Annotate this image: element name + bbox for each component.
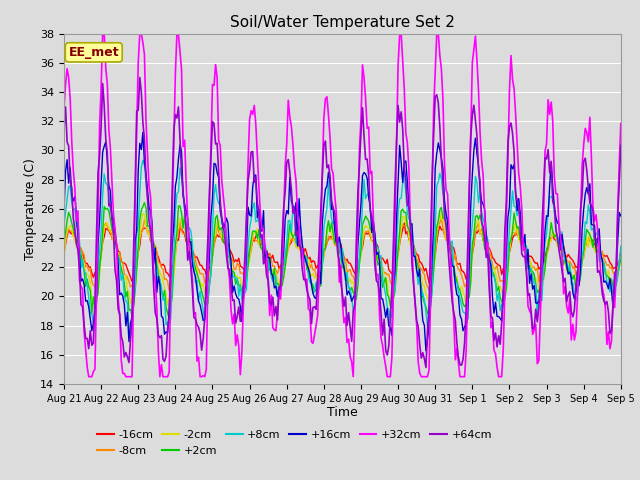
+64cm (136, 74, 143, 80)
-8cm (617, 256, 625, 262)
+32cm (617, 120, 625, 126)
+2cm (380, 278, 388, 284)
Y-axis label: Temperature (C): Temperature (C) (24, 158, 37, 260)
+8cm (399, 180, 406, 186)
+32cm (399, 58, 406, 64)
-16cm (425, 280, 433, 286)
Line: +16cm: +16cm (64, 132, 621, 351)
+8cm (60, 222, 68, 228)
+16cm (165, 307, 173, 313)
-16cm (401, 220, 408, 226)
+8cm (76, 238, 83, 244)
-8cm (60, 246, 68, 252)
+8cm (380, 284, 388, 290)
+2cm (412, 254, 419, 260)
-8cm (410, 247, 417, 252)
+64cm (397, 109, 405, 115)
-16cm (76, 244, 83, 250)
+64cm (76, 265, 83, 271)
+32cm (85, 374, 93, 380)
-2cm (552, 232, 559, 238)
+64cm (165, 315, 173, 321)
+32cm (412, 301, 419, 307)
-2cm (165, 296, 173, 301)
+16cm (397, 159, 405, 165)
-16cm (60, 249, 68, 254)
+64cm (60, 126, 68, 132)
Line: +64cm: +64cm (64, 77, 621, 367)
+32cm (167, 281, 175, 287)
+8cm (139, 157, 147, 163)
+64cm (617, 143, 625, 148)
-16cm (410, 242, 417, 248)
Line: +2cm: +2cm (64, 203, 621, 319)
+16cm (410, 253, 417, 259)
+2cm (141, 200, 148, 205)
Line: +8cm: +8cm (64, 160, 621, 336)
+2cm (399, 206, 406, 212)
-8cm (397, 225, 405, 230)
+2cm (617, 256, 625, 262)
+16cm (617, 213, 625, 219)
Legend: -16cm, -8cm, -2cm, +2cm, +8cm, +16cm, +32cm, +64cm: -16cm, -8cm, -2cm, +2cm, +8cm, +16cm, +3… (97, 430, 492, 456)
-2cm (60, 257, 68, 263)
-2cm (164, 302, 172, 308)
+2cm (167, 304, 175, 310)
Line: -8cm: -8cm (64, 218, 621, 291)
+2cm (552, 232, 559, 238)
+8cm (412, 255, 419, 261)
Text: EE_met: EE_met (68, 46, 119, 59)
+64cm (552, 227, 559, 233)
-16cm (377, 255, 385, 261)
+16cm (379, 296, 387, 302)
+8cm (617, 243, 625, 249)
+32cm (552, 191, 559, 196)
+8cm (127, 334, 134, 339)
+2cm (60, 239, 68, 245)
-16cm (396, 240, 403, 246)
-16cm (552, 237, 559, 243)
-16cm (164, 270, 172, 276)
-8cm (76, 244, 83, 250)
+2cm (76, 247, 83, 253)
-2cm (397, 228, 405, 233)
-2cm (410, 247, 417, 253)
+8cm (552, 221, 559, 227)
X-axis label: Time: Time (327, 407, 358, 420)
-8cm (164, 278, 172, 284)
-2cm (379, 264, 387, 270)
+16cm (552, 215, 559, 220)
+8cm (167, 316, 175, 322)
+16cm (60, 208, 68, 214)
-8cm (379, 265, 387, 271)
+64cm (422, 364, 430, 370)
-8cm (438, 215, 445, 221)
+32cm (380, 354, 388, 360)
-2cm (436, 209, 444, 215)
+16cm (76, 252, 83, 258)
Line: +32cm: +32cm (64, 34, 621, 377)
+64cm (379, 332, 387, 338)
+32cm (60, 106, 68, 111)
-16cm (617, 249, 625, 254)
-8cm (165, 288, 173, 294)
Line: -16cm: -16cm (64, 223, 621, 283)
+16cm (139, 130, 147, 135)
+32cm (99, 31, 106, 36)
-8cm (552, 235, 559, 240)
Title: Soil/Water Temperature Set 2: Soil/Water Temperature Set 2 (230, 15, 455, 30)
+32cm (76, 278, 83, 284)
Line: -2cm: -2cm (64, 212, 621, 305)
-2cm (76, 247, 83, 252)
+16cm (422, 348, 430, 354)
+2cm (165, 316, 173, 322)
-2cm (617, 254, 625, 260)
+64cm (410, 280, 417, 286)
